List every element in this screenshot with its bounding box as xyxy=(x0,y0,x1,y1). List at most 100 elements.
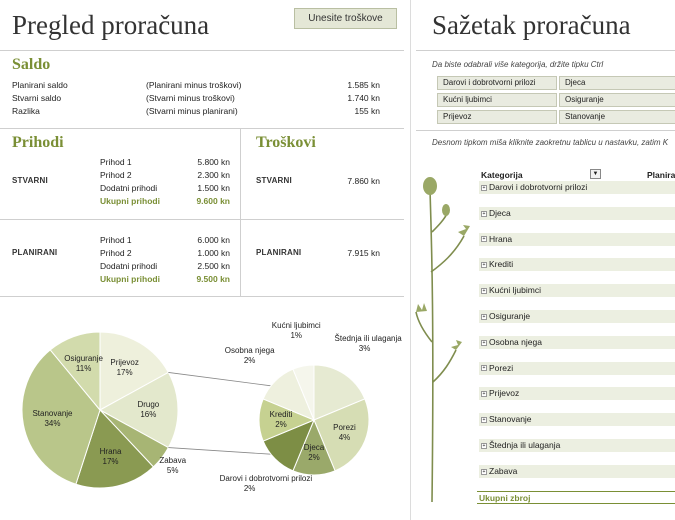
pivot-column-kategorija: Kategorija xyxy=(481,170,523,180)
pivot-row[interactable]: + Kućni ljubimci xyxy=(479,284,675,298)
pivot-row[interactable]: + Porezi xyxy=(479,361,675,375)
prihodi-planirani-label: PLANIRANI xyxy=(12,248,58,257)
pivot-row[interactable]: + Zabava xyxy=(479,464,675,478)
slice-name: Drugo xyxy=(137,400,160,409)
slice-name: Prijevoz xyxy=(110,358,139,368)
pivot-row-label: Hrana xyxy=(489,233,513,244)
saldo-note: (Planirani minus troškovi) xyxy=(146,80,242,90)
pivot-row-label: Zabava xyxy=(489,465,518,476)
secondary-pie-slice xyxy=(292,364,315,421)
pivot-row[interactable]: + Djeca xyxy=(479,206,675,220)
pie-slice xyxy=(99,331,170,411)
pie-slice-label: Osiguranje 11% xyxy=(54,354,114,374)
income-label: Dodatni prihodi xyxy=(100,261,158,271)
slicer-hint: Da biste odabrali više kategorija, držit… xyxy=(432,60,604,69)
slice-name: Darovi i dobrotvorni prilozi xyxy=(219,474,313,484)
income-total-label: Ukupni prihodi xyxy=(100,196,160,206)
expand-icon[interactable]: + xyxy=(481,210,487,217)
pivot-row-label: Osobna njega xyxy=(489,336,542,347)
slice-percent: 4% xyxy=(338,432,351,442)
income-value: 5.800 kn xyxy=(197,157,230,167)
enter-expenses-button[interactable]: Unesite troškove xyxy=(294,8,397,29)
divider xyxy=(0,50,404,51)
expand-icon[interactable]: + xyxy=(481,313,487,320)
slice-percent: 3% xyxy=(358,344,371,354)
slice-percent: 1% xyxy=(290,330,303,340)
income-value: 1.500 kn xyxy=(197,183,230,193)
pivot-row[interactable]: + Prijevoz xyxy=(479,387,675,401)
pie-slice-label: Štednja ili ulaganja 3% xyxy=(335,334,402,354)
income-total-label: Ukupni prihodi xyxy=(100,274,160,284)
pie-slice-label: Hrana 17% xyxy=(81,447,141,467)
divider xyxy=(0,296,404,297)
pie-slice-label: Osobna njega 2% xyxy=(220,346,280,366)
pivot-row-label: Prijevoz xyxy=(489,388,520,399)
pivot-column-planirano: Planira xyxy=(647,170,675,180)
income-value: 1.000 kn xyxy=(197,248,230,258)
pie-slice-label: Zabava 5% xyxy=(143,456,203,476)
pie-slice-label: Porezi 4% xyxy=(314,423,374,443)
pivot-row-label: Darovi i dobrotvorni prilozi xyxy=(489,182,588,192)
sheet-separator xyxy=(410,0,411,520)
slice-name: Porezi xyxy=(333,422,356,432)
divider xyxy=(0,219,404,220)
expense-value: 7.860 kn xyxy=(347,176,380,186)
pivot-row[interactable]: + Hrana xyxy=(479,232,675,246)
prihodi-heading: Prihodi xyxy=(12,134,64,151)
pivot-row[interactable]: + Osobna njega xyxy=(479,335,675,349)
income-total-value: 9.500 kn xyxy=(196,274,230,284)
slicer-item[interactable]: Osiguranje xyxy=(559,93,675,107)
slicer-item[interactable]: Kućni ljubimci xyxy=(437,93,557,107)
saldo-label: Planirani saldo xyxy=(12,80,68,90)
divider xyxy=(240,128,241,296)
pie-slice-label: Kućni ljubimci 1% xyxy=(266,321,326,341)
slicer-item[interactable]: Prijevoz xyxy=(437,110,557,124)
income-label: Prihod 1 xyxy=(100,235,132,245)
troskovi-planirani-label: PLANIRANI xyxy=(256,248,302,257)
slicer-item[interactable]: Djeca xyxy=(559,76,675,90)
saldo-label: Stvarni saldo xyxy=(12,93,62,103)
slicer-item[interactable]: Darovi i dobrotvorni prilozi xyxy=(437,76,557,90)
expand-icon[interactable]: + xyxy=(481,236,487,243)
pivot-row[interactable]: + Krediti xyxy=(479,258,675,272)
filter-dropdown-icon[interactable]: ▼ xyxy=(590,169,601,179)
pivot-row[interactable]: + Osiguranje xyxy=(479,310,675,323)
divider xyxy=(0,128,404,129)
pie-slice-label: Drugo 16% xyxy=(118,400,178,420)
expand-icon[interactable]: + xyxy=(481,365,487,372)
troskovi-heading: Troškovi xyxy=(256,134,316,151)
pivot-row[interactable]: + Štednja ili ulaganja xyxy=(479,439,675,452)
income-total-value: 9.600 kn xyxy=(196,196,230,206)
prihodi-stvarni-label: STVARNI xyxy=(12,176,48,185)
divider xyxy=(416,50,675,51)
pivot-hint: Desnom tipkom miša kliknite zaokretnu ta… xyxy=(432,138,669,147)
slice-percent: 11% xyxy=(75,364,92,374)
slice-name: Osiguranje xyxy=(64,354,103,364)
slice-name: Djeca xyxy=(303,443,325,452)
page-title: Pregled proračuna xyxy=(12,10,210,40)
pivot-row-label: Stanovanje xyxy=(489,414,532,425)
slice-percent: 2% xyxy=(308,453,320,462)
slice-percent: 2% xyxy=(275,420,287,429)
connector-line xyxy=(168,372,271,387)
expense-pie-chart xyxy=(21,331,370,489)
expand-icon[interactable]: + xyxy=(481,287,487,294)
slicer-item[interactable]: Stanovanje xyxy=(559,110,675,124)
pie-slice-label: Djeca 2% xyxy=(284,443,344,463)
expand-icon[interactable]: + xyxy=(481,468,487,475)
slice-percent: 5% xyxy=(166,466,179,476)
pivot-row-label: Porezi xyxy=(489,362,514,373)
pivot-row[interactable]: + Stanovanje xyxy=(479,413,675,427)
expand-icon[interactable]: + xyxy=(481,391,487,398)
expand-icon[interactable]: + xyxy=(481,184,487,191)
expand-icon[interactable]: + xyxy=(481,262,487,269)
pivot-row-label: Osiguranje xyxy=(489,311,531,321)
slice-name: Stanovanje xyxy=(32,409,73,419)
plant-decoration-icon xyxy=(415,177,470,503)
expand-icon[interactable]: + xyxy=(481,416,487,423)
pivot-row[interactable]: + Darovi i dobrotvorni prilozi xyxy=(479,181,675,194)
pivot-row-label: Krediti xyxy=(489,259,514,270)
expand-icon[interactable]: + xyxy=(481,339,487,346)
slice-percent: 2% xyxy=(243,484,256,494)
expand-icon[interactable]: + xyxy=(481,442,487,449)
